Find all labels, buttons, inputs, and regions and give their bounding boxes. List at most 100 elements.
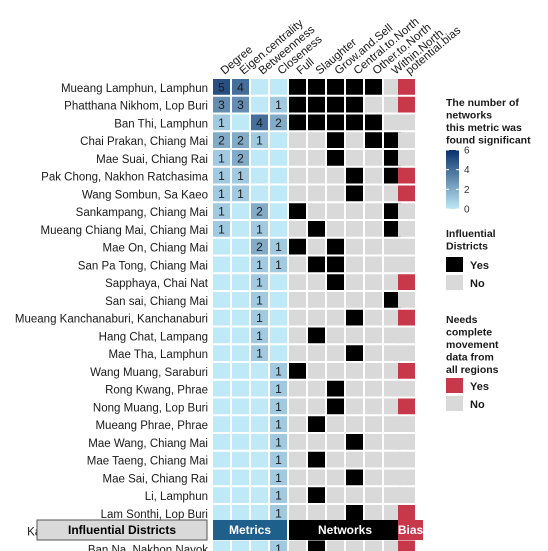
network-cell [346,416,363,432]
network-cell [365,274,382,290]
bias-cell [398,114,415,131]
network-cell [327,292,344,308]
network-cell [365,203,382,219]
bias-cell [398,150,415,166]
network-cell [384,274,401,290]
facet-strip [36,519,208,541]
metric-value-label: 1 [256,258,263,272]
network-cell [308,238,325,255]
metric-value-label: 1 [218,169,225,183]
network-cell [384,505,401,521]
network-cell [327,363,344,379]
network-cell [384,327,401,344]
row-label: Sapphaya, Chai Nat [105,278,209,290]
network-cell [365,416,382,432]
row-label: Mueang Kanchanaburi, Kanchanaburi [15,314,208,326]
network-cell [289,398,306,415]
row-label: Mueang Chiang Mai, Chiang Mai [41,225,208,237]
network-cell [384,221,401,237]
network-cell [327,221,344,237]
metric-cell [251,274,268,290]
network-cell [365,132,382,148]
legend-label: Yes [470,260,489,272]
network-cell [327,238,344,255]
metric-value-label: 1 [275,418,282,432]
legend-key [446,257,463,272]
bias-cell [398,256,415,273]
network-cell [346,79,363,95]
metric-cell [232,345,249,361]
network-cell [346,221,363,237]
network-cell [308,363,325,379]
metric-cell [270,345,287,361]
bias-panel [398,79,415,551]
metric-value-label: 1 [256,311,263,325]
metric-cell [232,185,249,202]
metric-cell [251,292,268,308]
networks-panel [289,79,401,551]
legend-bias-title: Needs [446,314,478,326]
network-cell [308,292,325,308]
metric-value-label: 2 [256,240,263,254]
bias-cell [398,238,415,255]
metric-value-label: 2 [256,205,263,219]
legend-label: No [470,399,485,411]
metric-cell [270,292,287,308]
metric-cell [232,238,249,255]
facet-strip-label: Bias [398,523,424,537]
network-cell [384,309,401,326]
metric-cell [213,345,230,361]
network-cell [365,114,382,131]
network-cell [384,451,401,468]
network-cell [365,345,382,361]
facet-strip-label: Metrics [229,523,271,537]
network-cell [289,451,306,468]
network-cell [289,79,306,95]
network-cell [289,274,306,290]
network-cell [365,238,382,255]
network-cell [308,434,325,450]
network-cell [289,327,306,344]
network-cell [365,363,382,379]
metric-cell [270,309,287,326]
network-cell [384,132,401,148]
network-cell [346,185,363,202]
metric-value-label: 5 [218,80,225,94]
bias-cell [398,274,415,290]
colorbar-tick-label: 4 [464,165,470,176]
metric-cell [232,221,249,237]
bias-cell [398,505,415,521]
bias-cell [398,416,415,432]
network-cell [384,203,401,219]
metrics-panel: 5 43 3 11 4 22 2 11 21 11 11 21 12 11 1111111111111111… [213,79,287,551]
network-cell [384,380,401,397]
metric-value-label: 1 [256,276,263,290]
metric-cell [232,434,249,450]
network-cell [346,96,363,113]
metric-cell [213,256,230,273]
metric-value-label: 1 [218,187,225,201]
metric-value-label: 1 [237,169,244,183]
metric-cell [232,114,249,131]
network-cell [327,114,344,131]
network-cell [384,292,401,308]
facet-strip [213,520,287,540]
metric-cell [213,416,230,432]
network-cell [289,540,306,551]
network-cell [365,434,382,450]
facet-strip [398,520,423,540]
metric-cell [251,185,268,202]
network-cell [289,505,306,521]
bias-cell [398,363,415,379]
metric-cell [232,398,249,415]
bias-cell [398,434,415,450]
network-cell [346,114,363,131]
row-label: Sankampang, Chiang Mai [76,207,208,219]
network-cell [327,132,344,148]
bias-cell [398,398,415,415]
network-cell [327,274,344,290]
colorbar-title: The number of [446,97,519,109]
metric-cell [213,469,230,486]
